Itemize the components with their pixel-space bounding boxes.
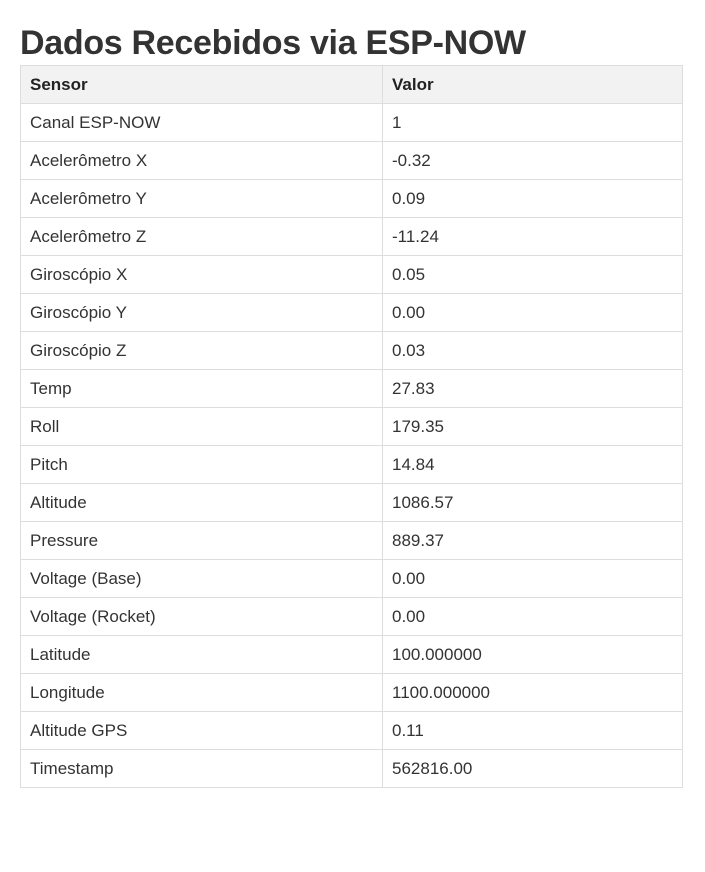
- sensor-value-cell: 0.11: [382, 711, 683, 750]
- sensor-value-cell: 0.09: [382, 179, 683, 218]
- table-row: Giroscópio Z 0.03: [20, 331, 683, 370]
- sensor-table: Sensor Valor Canal ESP-NOW 1 Acelerômetr…: [20, 65, 683, 788]
- table-row: Acelerômetro Y 0.09: [20, 179, 683, 218]
- sensor-value-cell: -0.32: [382, 141, 683, 180]
- table-row: Altitude GPS 0.11: [20, 711, 683, 750]
- sensor-name-cell: Canal ESP-NOW: [20, 103, 383, 142]
- table-row: Longitude 1100.000000: [20, 673, 683, 712]
- table-row: Roll 179.35: [20, 407, 683, 446]
- sensor-value-cell: 27.83: [382, 369, 683, 408]
- sensor-value-cell: 0.00: [382, 293, 683, 332]
- table-row: Voltage (Base) 0.00: [20, 559, 683, 598]
- table-row: Timestamp 562816.00: [20, 749, 683, 788]
- sensor-name-cell: Altitude: [20, 483, 383, 522]
- page-title: Dados Recebidos via ESP-NOW: [20, 24, 526, 62]
- table-row: Temp 27.83: [20, 369, 683, 408]
- sensor-value-cell: 0.05: [382, 255, 683, 294]
- table-row: Giroscópio X 0.05: [20, 255, 683, 294]
- table-row: Altitude 1086.57: [20, 483, 683, 522]
- column-header-value: Valor: [382, 65, 683, 104]
- sensor-value-cell: 14.84: [382, 445, 683, 484]
- table-row: Acelerômetro X -0.32: [20, 141, 683, 180]
- sensor-name-cell: Giroscópio Y: [20, 293, 383, 332]
- sensor-value-cell: 889.37: [382, 521, 683, 560]
- sensor-name-cell: Timestamp: [20, 749, 383, 788]
- sensor-name-cell: Acelerômetro X: [20, 141, 383, 180]
- sensor-value-cell: 179.35: [382, 407, 683, 446]
- table-row: Latitude 100.000000: [20, 635, 683, 674]
- sensor-value-cell: 1100.000000: [382, 673, 683, 712]
- table-row: Giroscópio Y 0.00: [20, 293, 683, 332]
- sensor-value-cell: 0.00: [382, 559, 683, 598]
- sensor-value-cell: -11.24: [382, 217, 683, 256]
- table-row: Pitch 14.84: [20, 445, 683, 484]
- sensor-value-cell: 100.000000: [382, 635, 683, 674]
- table-row: Canal ESP-NOW 1: [20, 103, 683, 142]
- sensor-name-cell: Acelerômetro Z: [20, 217, 383, 256]
- sensor-name-cell: Latitude: [20, 635, 383, 674]
- sensor-name-cell: Altitude GPS: [20, 711, 383, 750]
- sensor-name-cell: Voltage (Rocket): [20, 597, 383, 636]
- sensor-name-cell: Pitch: [20, 445, 383, 484]
- table-row: Voltage (Rocket) 0.00: [20, 597, 683, 636]
- sensor-name-cell: Roll: [20, 407, 383, 446]
- sensor-name-cell: Voltage (Base): [20, 559, 383, 598]
- sensor-name-cell: Acelerômetro Y: [20, 179, 383, 218]
- sensor-name-cell: Giroscópio X: [20, 255, 383, 294]
- table-header: Sensor Valor: [20, 65, 683, 104]
- table-body: Canal ESP-NOW 1 Acelerômetro X -0.32 Ace…: [20, 103, 683, 788]
- sensor-value-cell: 0.00: [382, 597, 683, 636]
- sensor-value-cell: 562816.00: [382, 749, 683, 788]
- sensor-value-cell: 0.03: [382, 331, 683, 370]
- column-header-sensor: Sensor: [20, 65, 383, 104]
- sensor-name-cell: Longitude: [20, 673, 383, 712]
- sensor-name-cell: Temp: [20, 369, 383, 408]
- sensor-name-cell: Giroscópio Z: [20, 331, 383, 370]
- table-row: Acelerômetro Z -11.24: [20, 217, 683, 256]
- table-header-row: Sensor Valor: [20, 65, 683, 104]
- table-row: Pressure 889.37: [20, 521, 683, 560]
- page: Dados Recebidos via ESP-NOW Sensor Valor…: [20, 24, 683, 788]
- sensor-value-cell: 1086.57: [382, 483, 683, 522]
- sensor-value-cell: 1: [382, 103, 683, 142]
- sensor-name-cell: Pressure: [20, 521, 383, 560]
